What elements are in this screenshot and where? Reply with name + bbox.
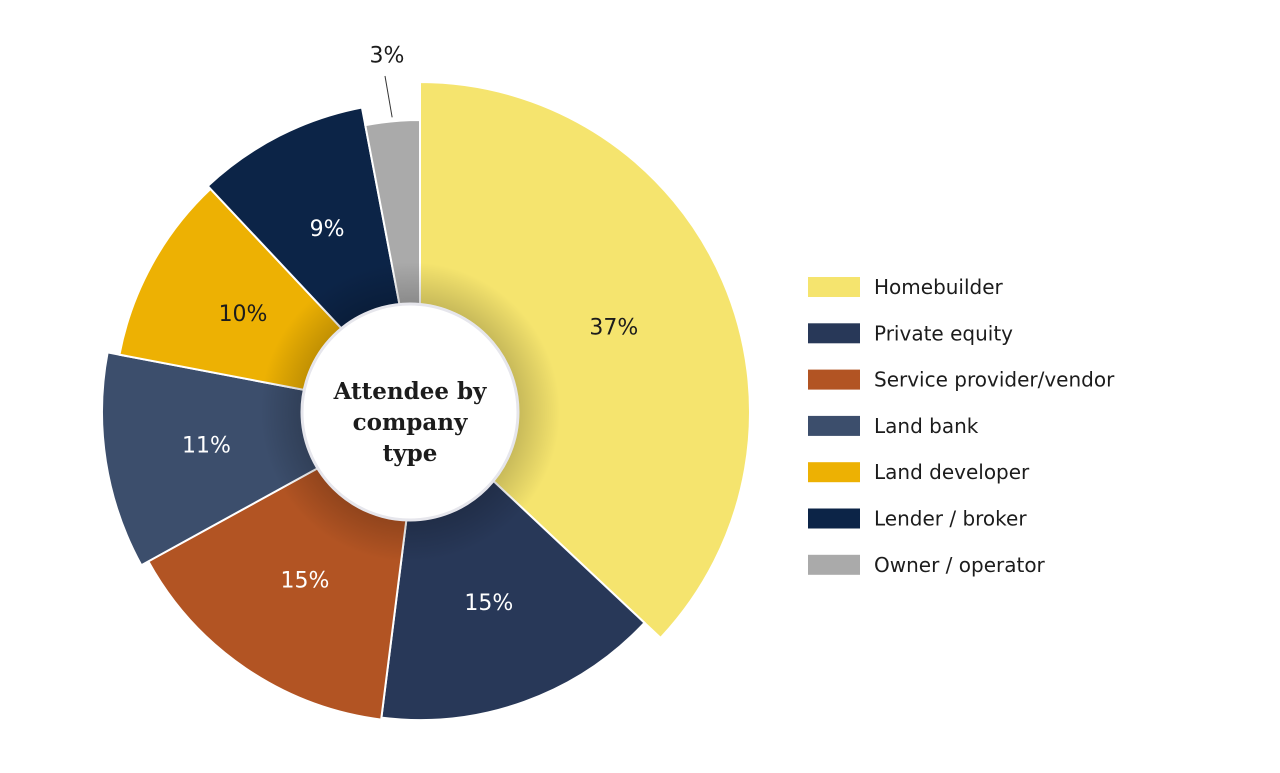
legend: Homebuilder Private equity Service provide… — [808, 275, 1115, 577]
legend-item-land-bank: Land bank — [808, 414, 979, 438]
legend-label-owner-operator: Owner / operator — [874, 553, 1046, 577]
legend-swatch-land-developer — [808, 462, 860, 483]
slice-label-homebuilder: 37% — [589, 316, 638, 341]
legend-item-land-developer: Land developer — [808, 460, 1030, 484]
chart-title-line-3: type — [383, 440, 438, 467]
legend-swatch-land-bank — [808, 415, 860, 436]
legend-label-lender-broker: Lender / broker — [874, 507, 1027, 531]
center-circle — [300, 302, 520, 522]
pie-slice-labels: 37% 15% 15% 11% 10% 9% 3% — [182, 44, 638, 616]
slice-label-owner-operator: 3% — [370, 44, 405, 69]
slice-label-land-developer: 10% — [219, 302, 268, 327]
legend-item-homebuilder: Homebuilder — [808, 275, 1004, 299]
legend-label-homebuilder: Homebuilder — [874, 275, 1004, 299]
slice-label-service-provider-vendor: 15% — [281, 569, 330, 594]
chart-title-line-2: company — [353, 409, 468, 436]
chart-title-line-1: Attendee by — [333, 378, 487, 405]
slice-label-lender-broker: 9% — [310, 217, 345, 242]
legend-item-private-equity: Private equity — [808, 321, 1013, 345]
legend-item-service-provider-vendor: Service provider/vendor — [808, 368, 1115, 392]
legend-swatch-homebuilder — [808, 277, 860, 297]
legend-label-private-equity: Private equity — [874, 321, 1013, 345]
donut-center: Attendee by company type — [260, 262, 560, 562]
pie-slice-homebuilder — [419, 80, 751, 640]
legend-label-land-bank: Land bank — [874, 414, 979, 438]
legend-swatch-private-equity — [808, 323, 860, 344]
leader-line-owner-operator — [384, 75, 393, 118]
legend-item-owner-operator: Owner / operator — [808, 553, 1046, 577]
legend-label-land-developer: Land developer — [874, 460, 1030, 484]
slice-label-land-bank: 11% — [182, 433, 231, 458]
legend-label-service-provider-vendor: Service provider/vendor — [874, 368, 1115, 392]
legend-swatch-owner-operator — [808, 554, 860, 575]
legend-item-lender-broker: Lender / broker — [808, 507, 1027, 531]
legend-swatch-lender-broker — [808, 508, 860, 529]
legend-swatch-service-provider-vendor — [808, 369, 860, 390]
slice-label-private-equity: 15% — [464, 591, 513, 616]
